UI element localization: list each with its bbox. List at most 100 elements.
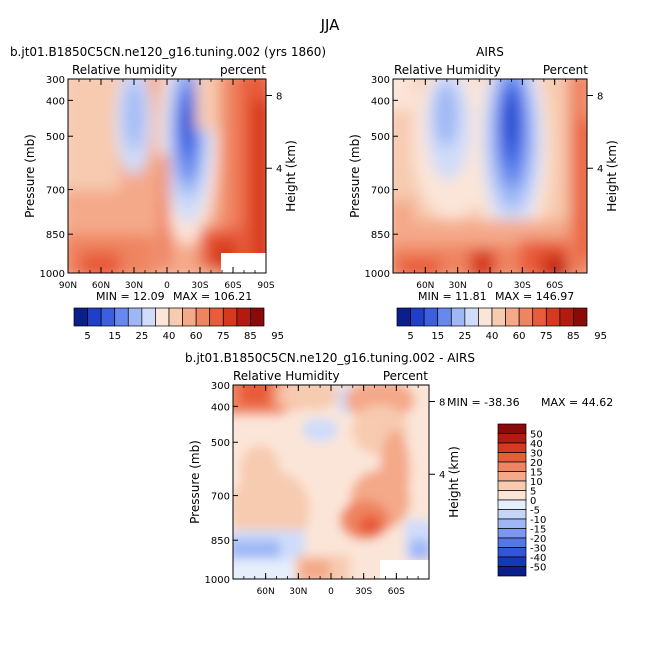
colorbar-label: 40 [530, 439, 543, 450]
panel-obs-max: MAX = 146.97 [495, 290, 574, 303]
panel-model: b.jt01.B1850C5CN.ne120_g16.tuning.002 (y… [10, 45, 326, 291]
pressure-axis-title: Pressure (mb) [23, 134, 37, 218]
latitude-tick-label: 60S [388, 587, 405, 597]
latitude-tick-label: 60S [224, 281, 241, 291]
height-axis-title: Height (km) [605, 140, 619, 211]
colorbar-label: 85 [567, 331, 580, 342]
colorbar-swatch [497, 509, 527, 520]
colorbar-swatch [141, 307, 156, 327]
colorbar-swatch [497, 452, 527, 463]
panel-obs: AIRS Relative Humidity Percent [348, 45, 619, 291]
pressure-tick-label: 400 [371, 96, 390, 107]
colorbar-swatch [195, 307, 211, 327]
colorbar-label: 60 [190, 331, 203, 342]
colorbar-label: 95 [271, 331, 284, 342]
height-tick-label: 4 [276, 164, 282, 175]
panel-model-units: percent [220, 63, 266, 77]
colorbar-label: -40 [530, 553, 546, 564]
panel-diff-title: b.jt01.B1850C5CN.ne120_g16.tuning.002 - … [185, 351, 475, 365]
pressure-tick-label: 850 [46, 230, 65, 241]
pressure-tick-label: 850 [211, 536, 230, 547]
figure-title: JJA [320, 16, 341, 34]
colorbar-label: -15 [530, 525, 546, 536]
latitude-tick-label: 60N [416, 281, 434, 291]
panel-obs-field [393, 79, 587, 273]
colorbar-label: 75 [217, 331, 230, 342]
colorbar-swatch [497, 433, 527, 444]
colorbar-swatch [491, 307, 506, 327]
colorbar-swatch [209, 307, 224, 327]
colorbar-swatch [87, 307, 102, 327]
colorbar-label: -10 [530, 515, 546, 526]
colorbar-swatch [100, 307, 116, 327]
pressure-axis-title: Pressure (mb) [348, 134, 362, 218]
panel-diff-max: MAX = 44.62 [541, 396, 613, 409]
height-tick-label: 4 [439, 470, 445, 481]
pressure-tick-label: 1000 [205, 575, 230, 586]
panel-model-title: b.jt01.B1850C5CN.ne120_g16.tuning.002 (y… [10, 45, 326, 59]
panel-obs-units: Percent [543, 63, 588, 77]
pressure-tick-label: 300 [371, 75, 390, 86]
colorbar-label: 40 [163, 331, 176, 342]
colorbar-model: 5 15 25 40 60 75 85 95 [73, 307, 284, 342]
colorbar-swatch [155, 307, 170, 327]
latitude-tick-label: 0 [164, 281, 170, 291]
panel-obs-min: MIN = 11.81 [418, 290, 487, 303]
colorbar-swatch [450, 307, 466, 327]
colorbar-swatch [497, 471, 527, 482]
latitude-tick-label: 30N [289, 587, 307, 597]
panel-diff-min: MIN = -38.36 [447, 396, 520, 409]
colorbar-label: 25 [135, 331, 148, 342]
colorbar-label: 40 [486, 331, 499, 342]
colorbar-label: 5 [530, 487, 536, 498]
latitude-tick-label: 60N [257, 587, 275, 597]
colorbar-swatch [478, 307, 493, 327]
panel-model-variable: Relative humidity [72, 63, 177, 77]
colorbar-label: 20 [530, 458, 543, 469]
pressure-tick-label: 500 [211, 438, 230, 449]
colorbar-swatch [497, 556, 527, 567]
panel-diff-axes: 300 400 500 700 850 1000 8 4 60N 30N 0 30S 60S Pressu… [188, 381, 461, 597]
colorbar-label: 30 [530, 449, 543, 460]
colorbar-swatch [573, 307, 588, 327]
colorbar-swatch [222, 307, 238, 327]
panel-diff-units: Percent [383, 369, 428, 383]
colorbar-label: 10 [530, 477, 543, 488]
pressure-tick-label: 1000 [365, 269, 390, 280]
pressure-tick-label: 400 [211, 402, 230, 413]
height-tick-label: 8 [597, 91, 603, 102]
pressure-tick-label: 850 [371, 230, 390, 241]
colorbar-swatch [505, 307, 520, 327]
colorbar-label: 15 [431, 331, 444, 342]
colorbar-swatch [437, 307, 452, 327]
latitude-tick-label: 30N [125, 281, 143, 291]
panel-diff-missing [380, 560, 429, 579]
pressure-tick-label: 400 [46, 96, 65, 107]
colorbar-swatch [464, 307, 479, 327]
latitude-tick-label: 30S [191, 281, 208, 291]
height-tick-label: 8 [276, 91, 282, 102]
colorbar-swatch [168, 307, 183, 327]
colorbar-swatch [532, 307, 547, 327]
panel-obs-title: AIRS [476, 45, 504, 59]
latitude-tick-label: 30N [449, 281, 467, 291]
colorbar-swatch [114, 307, 129, 327]
latitude-tick-label: 60N [92, 281, 110, 291]
pressure-tick-label: 500 [46, 132, 65, 143]
colorbar-label: 85 [244, 331, 257, 342]
height-axis-title: Height (km) [284, 140, 298, 211]
colorbar-swatch [497, 537, 527, 548]
colorbar-swatch [497, 442, 527, 453]
colorbar-label: 60 [513, 331, 526, 342]
colorbar-swatch [396, 307, 411, 327]
colorbar-label: -20 [530, 534, 546, 545]
colorbar-swatch [545, 307, 561, 327]
pressure-tick-label: 300 [211, 381, 230, 392]
colorbar-label: 15 [108, 331, 121, 342]
panel-model-field [68, 79, 266, 273]
latitude-tick-label: 30S [514, 281, 531, 291]
colorbar-swatch [559, 307, 574, 327]
colorbar-swatch [518, 307, 534, 327]
